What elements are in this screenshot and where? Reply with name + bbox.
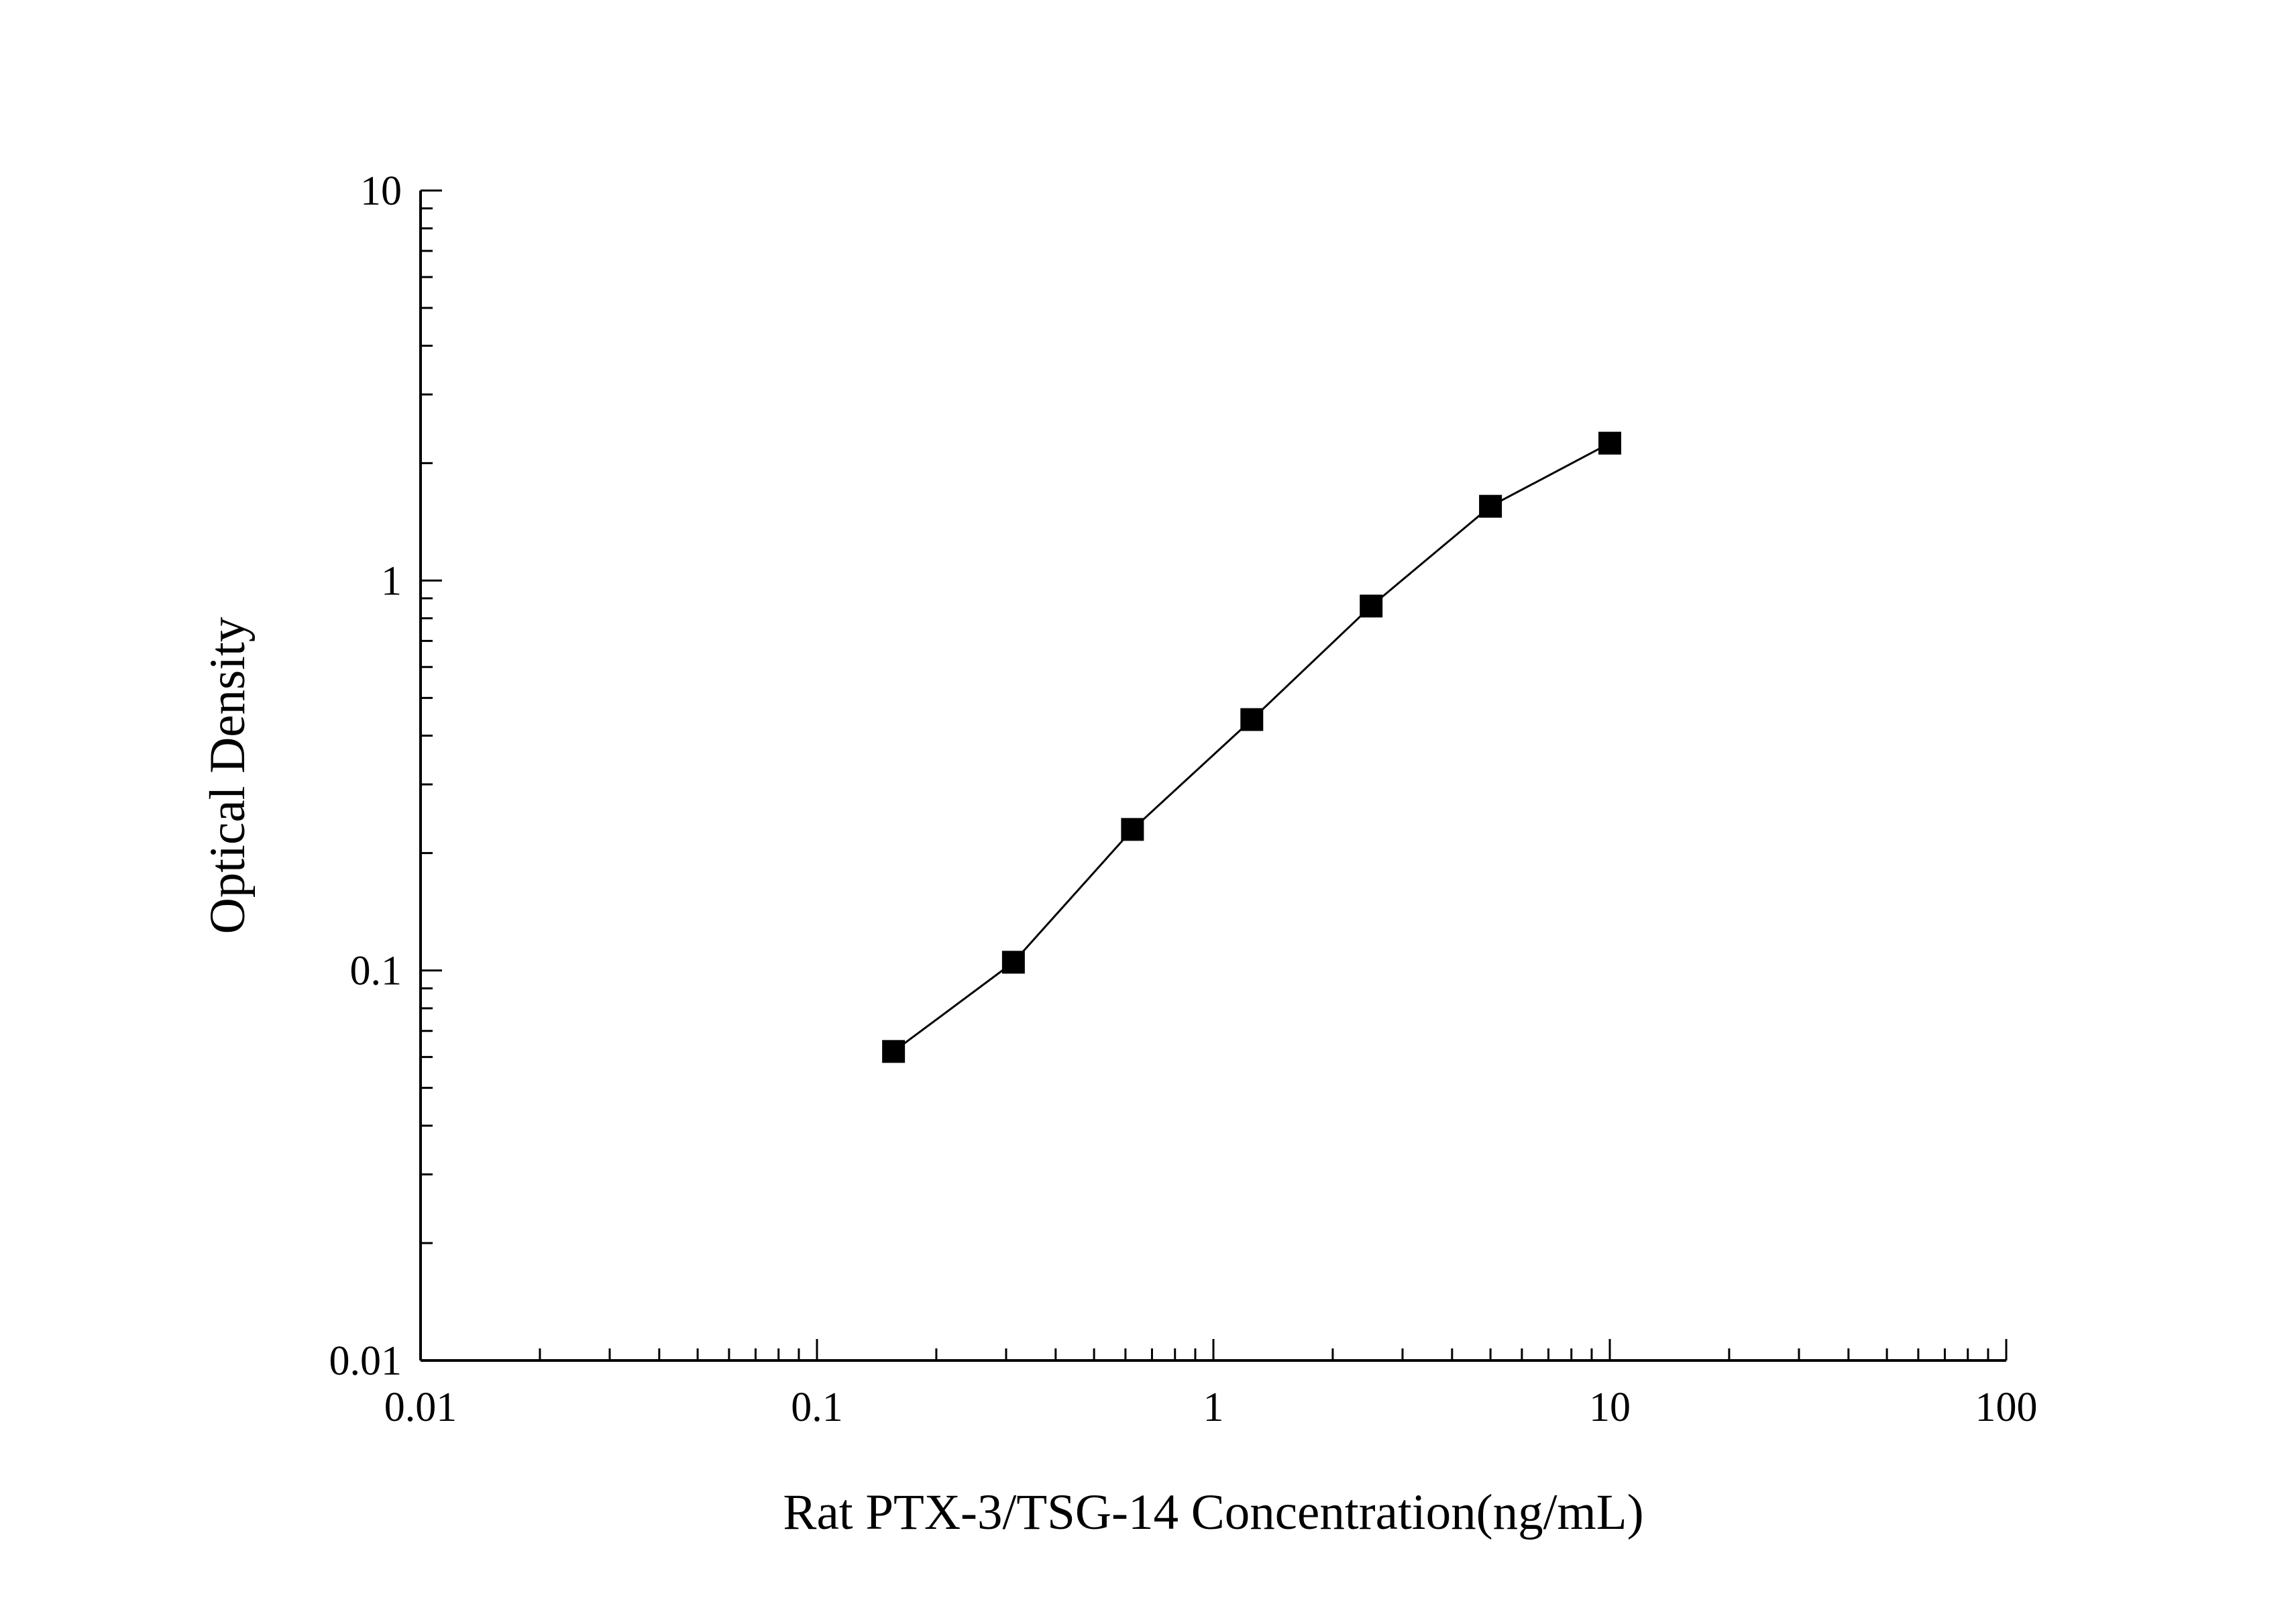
data-point-marker [1001,951,1025,974]
data-point-marker [882,1040,906,1063]
x-tick-label: 0.1 [791,1385,843,1430]
data-point-marker [1240,708,1264,731]
x-tick-label: 1 [1203,1385,1224,1430]
data-point-marker [1360,594,1383,618]
y-tick-label: 0.1 [350,949,402,994]
x-tick-label: 10 [1589,1385,1631,1430]
data-point-marker [1598,431,1621,455]
x-axis-title: Rat PTX-3/TSG-14 Concentration(ng/mL) [783,1485,1644,1540]
y-tick-label: 10 [360,168,402,214]
y-axis-title: Optical Density [200,617,256,934]
data-point-marker [1479,494,1502,518]
x-tick-label: 100 [1975,1385,2038,1430]
data-point-marker [1121,818,1144,841]
y-tick-label: 1 [381,558,402,604]
standard-curve-line [893,442,1610,1053]
y-tick-label: 0.01 [329,1338,402,1384]
x-tick-label: 0.01 [384,1385,457,1430]
